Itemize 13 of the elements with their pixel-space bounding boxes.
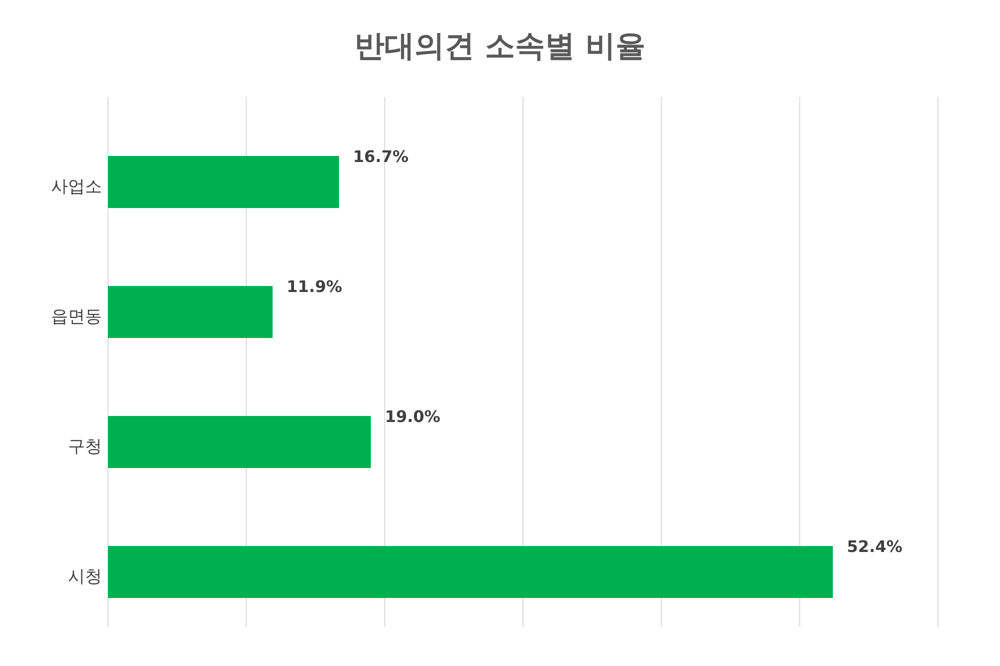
y-tick-label: 구청 <box>68 437 102 457</box>
bar <box>108 156 340 208</box>
chart-title: 반대의견 소속별 비율 <box>354 29 646 64</box>
data-label: 52.4% <box>846 537 902 556</box>
y-tick-label: 시청 <box>68 567 102 587</box>
y-tick-label: 읍면동 <box>51 307 102 327</box>
bar <box>108 546 833 598</box>
y-tick-label: 사업소 <box>51 177 102 197</box>
data-label: 11.9% <box>286 277 342 296</box>
data-label: 19.0% <box>384 407 440 426</box>
data-label: 16.7% <box>353 147 409 166</box>
bar <box>108 416 371 468</box>
bar <box>108 286 273 338</box>
